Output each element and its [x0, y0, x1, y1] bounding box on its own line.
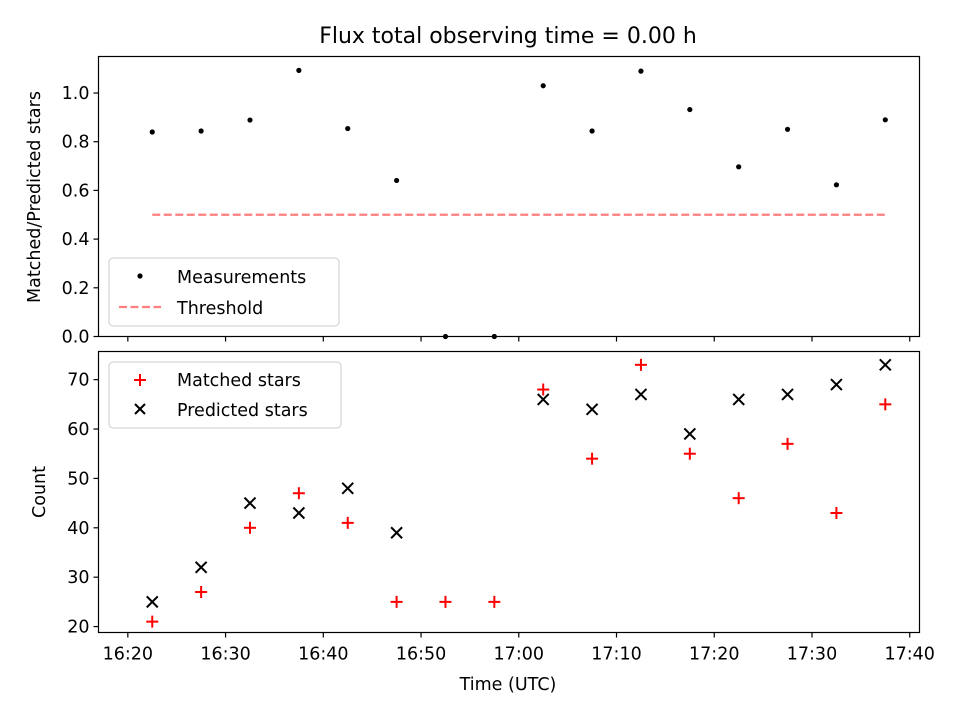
- predicted-stars-point: [830, 378, 843, 391]
- matched-stars-point: [390, 595, 403, 608]
- legend-measurements-marker: [137, 273, 143, 279]
- ratio-legend-box: [108, 257, 340, 327]
- measurement-point: [784, 126, 791, 132]
- ratio-panel: 0.0 0.2 0.4 0.6 0.8 1.0 Matched/Predicted sta…: [25, 55, 921, 348]
- legend-predicted-label: Predicted stars: [177, 401, 308, 421]
- matched-stars-point: [195, 586, 208, 599]
- x-tick-label: 17:30: [787, 645, 837, 665]
- ratio-series: [149, 67, 888, 340]
- matched-stars-point: [634, 358, 647, 371]
- count-x-ticks: 16:20 16:30 16:40 16:50 17:00 17:10 17:20 17:30…: [103, 632, 935, 665]
- measurement-point: [296, 67, 302, 73]
- ratio-legend: Measurements Threshold: [108, 257, 340, 327]
- y-tick-label: 0.6: [62, 181, 90, 201]
- measurement-point: [882, 117, 888, 123]
- predicted-stars-point: [537, 393, 550, 406]
- y-tick-label: 0.8: [62, 133, 90, 153]
- matched-stars-point: [146, 615, 159, 628]
- predicted-stars-point: [146, 595, 159, 609]
- y-tick-label: 20: [67, 618, 89, 638]
- measurement-point: [442, 333, 449, 340]
- count-axes-frame: [97, 350, 921, 634]
- measurement-point: [247, 117, 253, 123]
- legend-matched-label: Matched stars: [177, 371, 301, 391]
- predicted-stars-point: [390, 526, 403, 539]
- measurement-point: [589, 128, 595, 134]
- count-legend: Matched stars Predicted stars: [108, 361, 342, 429]
- predicted-stars-point: [194, 561, 208, 574]
- measurement-point: [687, 106, 693, 113]
- predicted-stars-point: [292, 506, 306, 520]
- x-tick-label: 16:20: [103, 645, 153, 665]
- x-tick-label: 16:50: [396, 645, 446, 665]
- predicted-stars-point: [683, 427, 697, 441]
- matched-stars-point: [879, 398, 892, 411]
- count-y-axis-label: Count: [30, 466, 50, 518]
- ratio-x-ticks: [127, 336, 911, 342]
- predicted-stars-point: [634, 388, 648, 401]
- predicted-stars-point: [243, 496, 257, 510]
- count-series: [146, 358, 892, 628]
- matched-stars-point: [830, 506, 843, 519]
- y-tick-label: 30: [67, 568, 89, 588]
- x-axis-label: Time (UTC): [459, 675, 557, 695]
- predicted-stars-point: [341, 482, 354, 495]
- legend-threshold-label: Threshold: [176, 299, 263, 319]
- measurement-point: [394, 177, 400, 184]
- predicted-stars-point: [879, 358, 892, 372]
- count-y-ticks: 20 30 40 50 60 70: [67, 371, 99, 638]
- legend-predicted-marker: [134, 403, 146, 415]
- matched-stars-point: [537, 383, 550, 396]
- matched-stars-point: [586, 452, 599, 465]
- chart-title: Flux total observing time = 0.00 h: [319, 24, 697, 49]
- x-tick-label: 17:10: [591, 645, 641, 665]
- x-tick-label: 17:40: [885, 645, 935, 665]
- matched-stars-point: [292, 487, 305, 500]
- measurement-point: [491, 333, 497, 340]
- measurement-point: [736, 164, 742, 170]
- measurement-point: [149, 129, 155, 135]
- y-tick-label: 60: [67, 420, 89, 440]
- count-legend-box: [108, 361, 342, 429]
- y-tick-label: 0.0: [62, 328, 90, 348]
- x-tick-label: 17:20: [689, 645, 739, 665]
- legend-matched-marker: [134, 374, 146, 386]
- matched-stars-point: [683, 447, 696, 460]
- matched-stars-point: [781, 437, 794, 450]
- measurement-point: [540, 83, 546, 89]
- predicted-stars-point: [732, 393, 745, 406]
- matched-stars-point: [439, 595, 452, 608]
- measurement-point: [638, 68, 644, 74]
- y-tick-label: 40: [67, 519, 89, 539]
- count-panel: 20 30 40 50 60 70 16:20 16:30 16:40 16:50 17:00 17…: [30, 350, 935, 695]
- ratio-y-ticks: 0.0 0.2 0.4 0.6 0.8 1.0: [62, 84, 99, 348]
- legend-measurements-label: Measurements: [177, 268, 306, 288]
- x-tick-label: 17:00: [494, 645, 544, 665]
- ratio-y-axis-label: Matched/Predicted stars: [25, 91, 45, 303]
- measurement-point: [833, 182, 840, 188]
- y-tick-label: 0.4: [62, 230, 90, 250]
- matched-stars-point: [732, 492, 745, 505]
- matched-stars-point: [341, 516, 354, 529]
- matched-stars-point: [488, 595, 501, 608]
- measurement-point: [345, 125, 351, 132]
- ratio-axes-frame: [97, 55, 921, 338]
- x-tick-label: 16:30: [200, 645, 250, 665]
- matched-stars-point: [243, 521, 256, 534]
- y-tick-label: 70: [67, 371, 89, 391]
- predicted-stars-point: [781, 388, 794, 401]
- y-tick-label: 0.2: [62, 279, 90, 299]
- predicted-stars-point: [585, 403, 599, 416]
- x-tick-label: 16:40: [298, 645, 348, 665]
- measurement-point: [198, 128, 204, 134]
- y-tick-label: 50: [67, 469, 89, 489]
- y-tick-label: 1.0: [62, 84, 90, 104]
